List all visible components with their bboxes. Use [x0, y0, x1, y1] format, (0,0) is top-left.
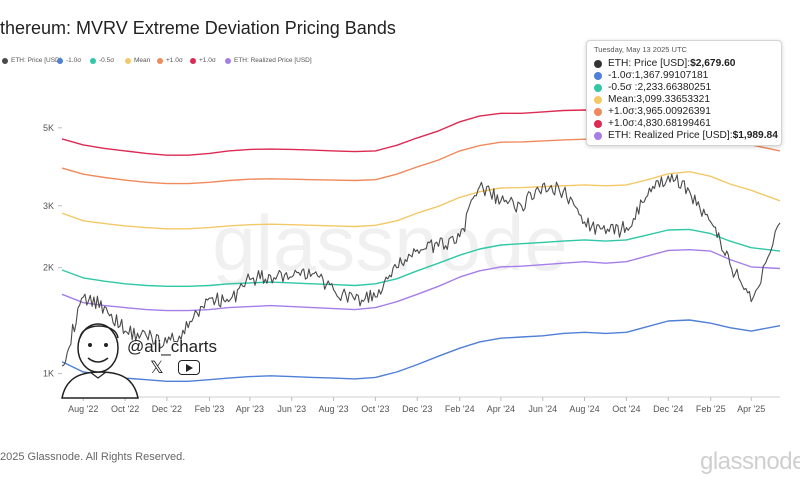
tooltip-row: +1.0σ: 4,830.68199461	[594, 118, 711, 129]
series-line-band	[61, 228, 781, 287]
tooltip-swatch	[594, 95, 602, 104]
legend-item[interactable]: ETH: Realized Price [USD]	[225, 57, 312, 64]
legend-label: ETH: Realized Price [USD]	[234, 57, 312, 64]
legend-swatch	[225, 57, 231, 64]
tooltip-value: 4,830.68199461	[637, 118, 711, 129]
tooltip-label: +1.0σ:	[608, 118, 638, 129]
x-tick-label: Feb '25	[696, 404, 726, 414]
legend-swatch	[57, 57, 63, 64]
tooltip-label: ETH: Price [USD]:	[608, 58, 691, 69]
series-line-band	[61, 319, 781, 382]
x-tick-label: Apr '24	[487, 404, 515, 414]
legend-label: +1.0σ	[166, 57, 183, 64]
y-tick-label: 2K	[43, 263, 54, 273]
tooltip-label: -0.5σ :	[608, 82, 638, 93]
x-tick-label: Oct '24	[612, 404, 640, 414]
legend-item[interactable]: -1.0σ	[57, 57, 81, 64]
brand-logo: glassnode	[700, 448, 800, 475]
legend-swatch	[157, 57, 163, 64]
legend-swatch	[125, 57, 131, 64]
tooltip-value: 3,965.00926391	[637, 106, 711, 117]
youtube-icon	[177, 360, 200, 375]
author-handle: @ali_charts	[127, 337, 218, 356]
tooltip-row: ETH: Realized Price [USD]: $1,989.84	[594, 130, 778, 141]
x-tick-label: Apr '23	[236, 404, 264, 414]
x-tick-label: Aug '23	[318, 404, 348, 414]
tooltip-value: 2,233.66380251	[637, 82, 712, 93]
x-tick-label: Oct '23	[361, 404, 389, 414]
social-icons: 𝕏	[150, 359, 200, 376]
legend-item[interactable]: +1.0σ	[157, 57, 183, 64]
legend-swatch	[90, 57, 96, 64]
x-tick-label: Feb '23	[195, 404, 225, 414]
y-tick-label: 3K	[43, 201, 54, 211]
x-tick-label: Apr '25	[737, 404, 765, 414]
tooltip-value: $2,679.60	[690, 58, 736, 69]
x-tick-label: Dec '23	[402, 404, 432, 414]
legend-label: ETH: Price [USD]	[11, 57, 62, 64]
tooltip-swatch	[594, 107, 602, 116]
series-line-band	[61, 249, 781, 312]
tooltip-label: +1.0σ:	[608, 106, 638, 117]
copyright-footer: 2025 Glassnode. All Rights Reserved.	[0, 451, 186, 463]
x-tick-label: Jun '24	[528, 404, 557, 414]
legend-label: -0.5σ	[99, 57, 115, 64]
tooltip-row: -1.0σ: 1,367.99107181	[594, 70, 708, 81]
legend-label: Mean	[134, 57, 151, 64]
series-line-eth-price	[61, 173, 781, 367]
legend-swatch	[2, 57, 8, 64]
legend-label: +1.0σ	[199, 57, 216, 64]
tooltip-swatch	[594, 59, 602, 68]
x-tick-label: Aug '22	[68, 404, 98, 414]
tooltip-swatch	[594, 131, 602, 140]
tooltip-swatch	[594, 83, 602, 92]
tooltip-row: Mean: 3,099.33653321	[594, 94, 710, 105]
legend-item[interactable]: -0.5σ	[90, 57, 114, 64]
tooltip-swatch	[594, 119, 602, 128]
data-tooltip: Tuesday, May 13 2025 UTC ETH: Price [USD…	[586, 40, 782, 146]
x-tick-label: Jun '23	[277, 404, 306, 414]
tooltip-label: ETH: Realized Price [USD]:	[608, 130, 733, 141]
x-tick-label: Feb '24	[445, 404, 475, 414]
tooltip-row: ETH: Price [USD]: $2,679.60	[594, 58, 735, 69]
x-tick-label: Dec '24	[653, 404, 683, 414]
tooltip-value: 1,367.99107181	[634, 70, 709, 81]
legend-label: -1.0σ	[66, 57, 82, 64]
x-tick-label: Aug '24	[569, 404, 599, 414]
legend-item[interactable]: Mean	[125, 57, 150, 64]
x-logo-icon: 𝕏	[150, 358, 164, 377]
tooltip-row: +1.0σ: 3,965.00926391	[594, 106, 711, 117]
y-tick-label: 1K	[43, 368, 54, 378]
y-tick-label: 5K	[43, 123, 54, 133]
tooltip-label: Mean:	[608, 94, 637, 105]
series-line-band	[61, 171, 781, 230]
tooltip-value: $1,989.84	[732, 130, 778, 141]
tooltip-row: -0.5σ : 2,233.66380251	[594, 82, 711, 93]
avatar-illustration	[61, 323, 139, 399]
watermark-text: glassnode	[212, 199, 568, 287]
tooltip-value: 3,099.33653321	[636, 94, 710, 105]
legend-swatch	[190, 57, 196, 64]
x-tick-label: Oct '22	[111, 404, 139, 414]
legend-item[interactable]: ETH: Price [USD]	[2, 57, 62, 64]
tooltip-swatch	[594, 71, 602, 80]
page-title: thereum: MVRV Extreme Deviation Pricing …	[0, 18, 396, 38]
legend-item[interactable]: +1.0σ	[190, 57, 216, 64]
tooltip-date: Tuesday, May 13 2025 UTC	[594, 45, 687, 54]
tooltip-label: -1.0σ:	[608, 70, 635, 81]
x-tick-label: Dec '22	[152, 404, 182, 414]
